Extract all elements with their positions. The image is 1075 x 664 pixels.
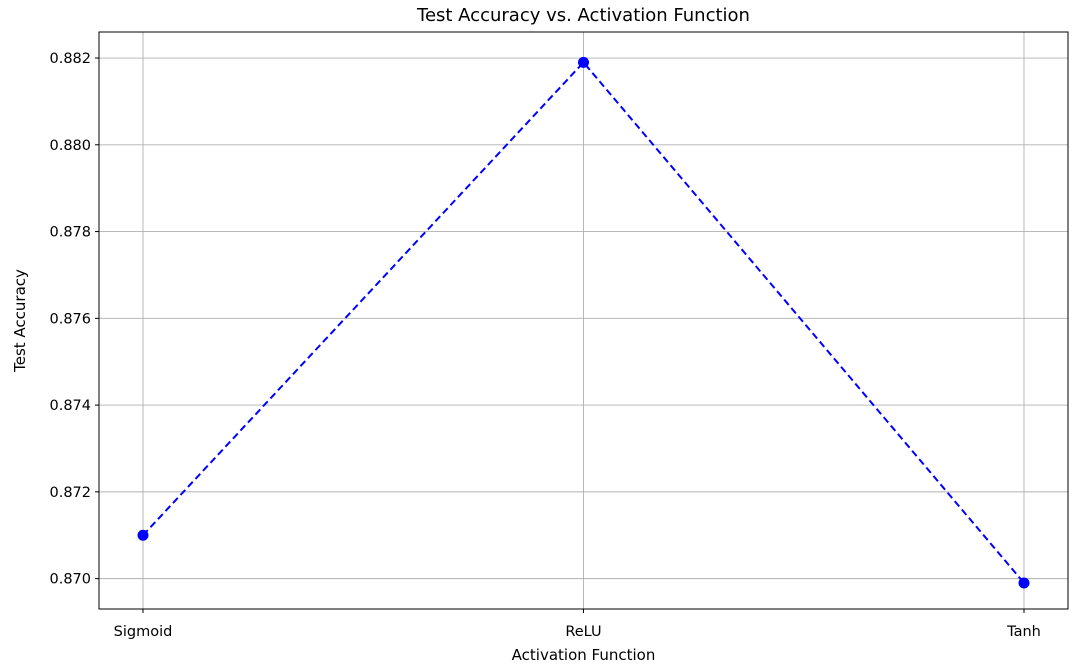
y-axis-title: Test Accuracy xyxy=(11,269,29,373)
chart-title: Test Accuracy vs. Activation Function xyxy=(416,5,750,26)
y-tick-label: 0.874 xyxy=(49,398,91,414)
axis-ticks: 0.870 0.872 0.874 0.876 0.878 0.880 0.882 Sigmo… xyxy=(49,51,1040,640)
x-tick-label: Tanh xyxy=(1006,624,1041,640)
data-point-sigmoid xyxy=(137,529,149,541)
x-tick-label: Sigmoid xyxy=(114,624,173,640)
y-tick-label: 0.870 xyxy=(49,572,91,588)
grid-lines xyxy=(99,32,1068,609)
y-tick-label: 0.876 xyxy=(49,311,91,327)
series-layer xyxy=(137,56,1030,589)
data-point-tanh xyxy=(1018,577,1030,589)
data-point-relu xyxy=(578,56,589,68)
y-tick-label: 0.878 xyxy=(49,225,91,241)
y-tick-label: 0.872 xyxy=(49,485,91,501)
series-line xyxy=(142,60,1025,584)
y-tick-label: 0.880 xyxy=(49,138,91,154)
y-tick-label: 0.882 xyxy=(49,51,91,67)
x-axis-title: Activation Function xyxy=(512,646,656,664)
x-tick-label: ReLU xyxy=(565,624,601,640)
